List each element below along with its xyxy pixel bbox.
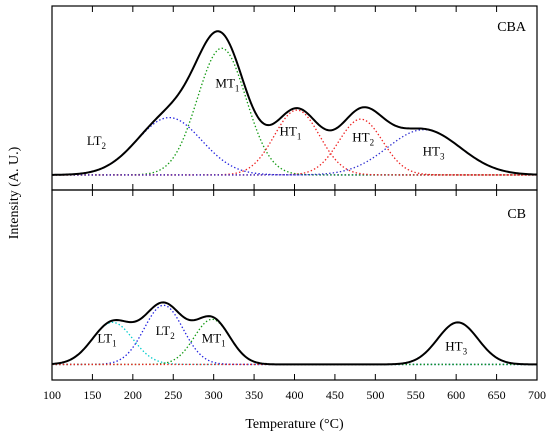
bottom-panel-component-mt1-curve <box>52 318 537 366</box>
bottom-panel-peak-label-mt1: MT1 <box>202 331 226 349</box>
top-panel-curves: LT2 MT1 HT1 HT2 HT3 <box>51 30 538 176</box>
x-tick-label-150: 150 <box>83 388 101 402</box>
x-axis-ticks: 100 150 200 250 300 350 400 450 500 550 600 650 700 <box>43 6 546 402</box>
x-tick-label-500: 500 <box>366 388 384 402</box>
top-panel-peak-label-mt1: MT1 <box>215 75 239 93</box>
bottom-panel-curves: LT1 LT2 MT1 HT3 <box>51 301 538 366</box>
x-tick-label-250: 250 <box>164 388 182 402</box>
bottom-panel-label: CB <box>507 207 526 222</box>
y-axis-title: Intensity (A. U.) <box>7 146 22 239</box>
x-tick-label-300: 300 <box>205 388 223 402</box>
x-tick-label-450: 450 <box>326 388 344 402</box>
top-panel-label: CBA <box>497 20 527 35</box>
x-tick-label-100: 100 <box>43 388 61 402</box>
x-tick-label-200: 200 <box>124 388 142 402</box>
top-panel-frame <box>51 5 538 191</box>
top-panel-total-curve <box>51 30 538 176</box>
x-tick-label-600: 600 <box>447 388 465 402</box>
bottom-panel-component-lt1-curve <box>51 321 537 366</box>
x-tick-label-650: 650 <box>488 388 506 402</box>
top-panel-peak-label-ht3: HT3 <box>423 143 445 161</box>
top-panel-component-mt1-curve <box>52 47 537 176</box>
top-panel-peak-label-ht2: HT2 <box>352 130 374 148</box>
top-panel-component-ht1-curve <box>52 109 537 176</box>
top-panel-peak-label-ht1: HT1 <box>280 124 302 142</box>
bottom-panel-peak-label-lt2: LT2 <box>156 323 175 341</box>
x-tick-label-400: 400 <box>286 388 304 402</box>
bottom-panel-peak-label-lt1: LT1 <box>97 331 116 349</box>
top-panel-peak-label-lt2: LT2 <box>87 133 106 151</box>
x-tick-label-700: 700 <box>528 388 546 402</box>
x-tick-label-550: 550 <box>407 388 425 402</box>
bottom-panel-total-curve <box>51 301 538 366</box>
x-tick-label-350: 350 <box>245 388 263 402</box>
top-panel-component-ht3-curve <box>52 129 538 176</box>
x-axis-title: Temperature (°C) <box>245 417 344 432</box>
bottom-panel-peak-label-ht3: HT3 <box>445 338 467 356</box>
